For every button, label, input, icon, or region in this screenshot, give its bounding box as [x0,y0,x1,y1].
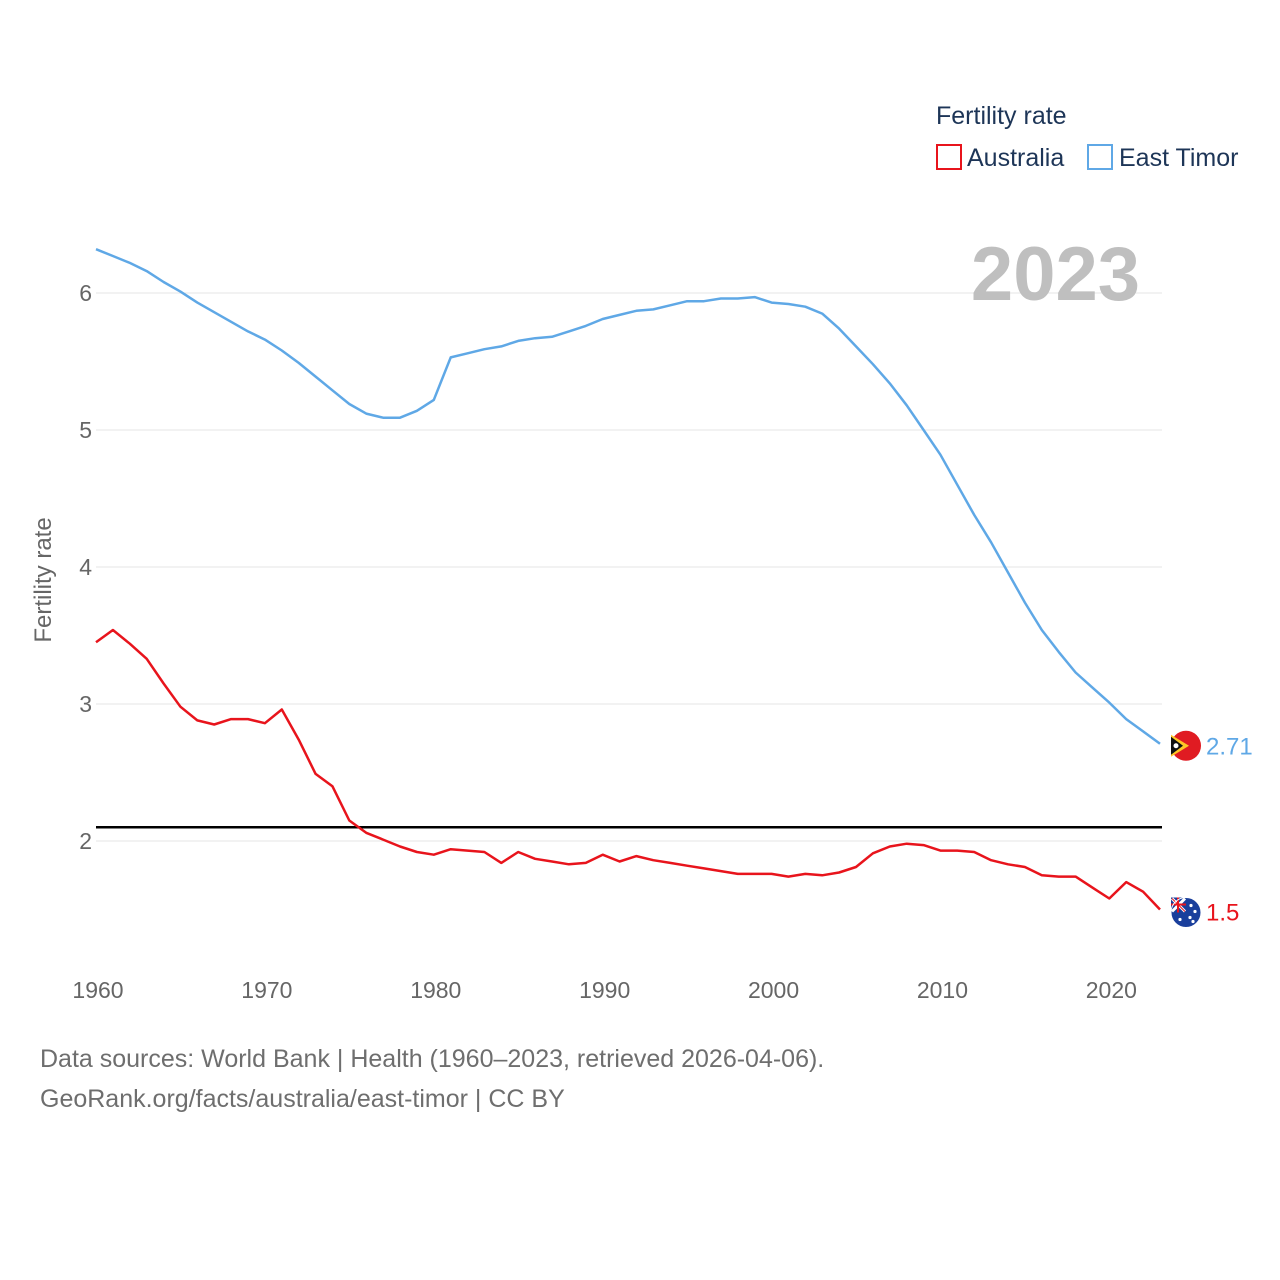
legend: Fertility rate Australia East Timor [936,102,1238,172]
end-label-australia: 1.5 [1206,900,1239,927]
y-tick-label: 2 [79,828,92,854]
legend-swatch-east-timor [1087,144,1113,170]
legend-title: Fertility rate [936,102,1067,130]
legend-swatch-australia [936,144,962,170]
year-label: 2023 [971,232,1140,317]
series-end-labels: 1.5 2.71 [1170,730,1253,928]
x-tick-label: 1960 [72,977,123,1003]
x-tick-label: 2000 [748,977,799,1003]
legend-item-east-timor[interactable]: East Timor [1087,144,1238,172]
series-line-east-timor[interactable] [95,248,1161,745]
legend-item-australia[interactable]: Australia [936,144,1064,172]
series-lines [95,248,1161,911]
x-tick-label: 1980 [410,977,461,1003]
source-line-2[interactable]: GeoRank.org/facts/australia/east-timor |… [40,1085,565,1113]
gridlines [96,292,1162,842]
x-tick-label: 1970 [241,977,292,1003]
y-tick-label: 6 [79,280,92,306]
end-label-east-timor: 2.71 [1206,734,1253,761]
y-tick-label: 4 [79,554,92,580]
series-line-australia[interactable] [95,628,1161,911]
east-timor-flag-icon [1171,730,1201,761]
australia-flag-icon [1170,897,1202,928]
x-tick-label: 2010 [917,977,968,1003]
legend-label-east-timor: East Timor [1119,144,1238,172]
y-axis-ticks: 2 3 4 5 6 [79,280,92,854]
x-axis-ticks: 1960 1970 1980 1990 2000 2010 2020 [72,977,1137,1003]
source-line-1: Data sources: World Bank | Health (1960–… [40,1045,825,1073]
y-tick-label: 3 [79,691,92,717]
legend-label-australia: Australia [967,144,1064,172]
y-axis-label: Fertility rate [30,517,57,642]
x-tick-label: 2020 [1086,977,1137,1003]
y-tick-label: 5 [79,417,92,443]
x-tick-label: 1990 [579,977,630,1003]
